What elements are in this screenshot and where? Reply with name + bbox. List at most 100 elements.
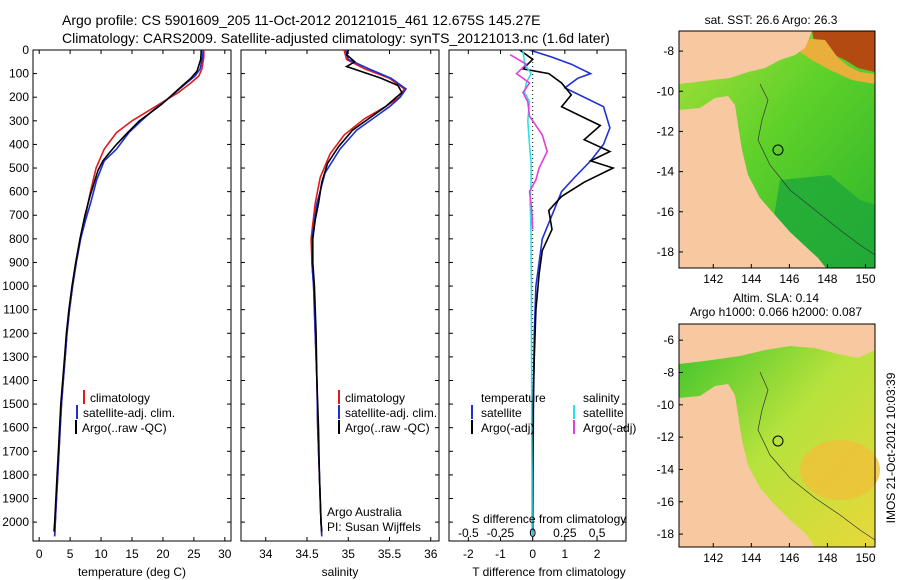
temperature-x-label: temperature (deg C) xyxy=(78,565,186,579)
series-line-argo-adj- xyxy=(519,50,616,532)
argo-float-marker xyxy=(772,144,784,156)
sla-map-subtitle-2: Argo h1000: 0.066 h2000: 0.087 xyxy=(690,305,862,319)
x-tick-label-s: 0.5 xyxy=(589,526,606,540)
difference-top-x-label: S difference from climatology xyxy=(472,512,627,526)
x-tick-label: 25 xyxy=(187,547,201,561)
y-tick-label: 1000 xyxy=(2,279,29,293)
difference-legend: temperature salinity satellite Argo(-adj… xyxy=(471,391,636,435)
y-tick-label: 1500 xyxy=(2,397,29,411)
difference-series xyxy=(509,50,616,537)
map-x-tick-label: 150 xyxy=(855,551,875,565)
legend-label-climatology: climatology xyxy=(90,391,150,405)
map-x-tick-label: 146 xyxy=(779,272,799,286)
sst-depth-contour xyxy=(757,83,876,256)
y-tick-label: 800 xyxy=(9,232,29,246)
salinity-difference-ticks: -0.5 -0.25 0 0.25 0.5 xyxy=(458,526,606,540)
map-y-tick-label: -8 xyxy=(663,365,674,379)
map-x-tick-label: 146 xyxy=(779,551,799,565)
sst-land-new-guinea xyxy=(679,31,812,84)
map-x-tick-label: 150 xyxy=(855,272,875,286)
x-tick-label: -1 xyxy=(495,547,506,561)
figure-title: Argo profile: CS 5901609_205 11-Oct-2012… xyxy=(62,12,540,28)
y-tick-label: 200 xyxy=(9,90,29,104)
argo-float-marker xyxy=(772,435,784,447)
y-tick-label: 400 xyxy=(9,137,29,151)
map-y-tick-label: -16 xyxy=(657,495,675,509)
series-line-argo-adj- xyxy=(509,54,549,230)
legend-label-argo: Argo(..raw -QC) xyxy=(82,421,167,435)
sst-land-cape-york xyxy=(679,96,826,268)
map-x-tick-label: 148 xyxy=(817,551,837,565)
figure-subtitle: Climatology: CARS2009. Satellite-adjuste… xyxy=(62,30,610,46)
x-tick-label: 1 xyxy=(562,547,569,561)
difference-x-label: T difference from climatology xyxy=(472,565,626,579)
series-line-argo-raw-qc- xyxy=(312,50,403,532)
y-tick-label: 1100 xyxy=(3,303,29,317)
sla-map xyxy=(678,323,880,548)
sst-map xyxy=(678,30,876,269)
x-tick-label-s: -0.25 xyxy=(487,526,515,540)
x-tick-label: -2 xyxy=(463,547,474,561)
x-tick-label-s: 0.25 xyxy=(553,526,577,540)
salinity-legend: climatology satellite-adj. clim. Argo(..… xyxy=(327,390,437,534)
map-y-tick-label: -18 xyxy=(657,527,675,541)
temperature-series xyxy=(53,50,205,537)
y-tick-label: 1300 xyxy=(2,350,29,364)
legend-label-satellite: satellite-adj. clim. xyxy=(345,406,437,420)
map-y-tick-label: -14 xyxy=(657,165,675,179)
map-y-tick-label: -16 xyxy=(657,205,675,219)
y-tick-label: 1800 xyxy=(2,468,29,482)
x-tick-label: 0 xyxy=(36,547,43,561)
map-x-tick-label: 142 xyxy=(703,272,723,286)
sla-high-patch xyxy=(800,440,880,500)
side-timestamp: IMOS 21-Oct-2012 10:03:39 xyxy=(884,372,898,523)
sla-map-frame xyxy=(678,323,876,548)
difference-x-axis: -2 -1 0 1 2 xyxy=(463,50,601,561)
map-y-tick-label: -10 xyxy=(657,398,675,412)
y-tick-label: 1600 xyxy=(2,421,29,435)
x-tick-label: 34.5 xyxy=(295,547,319,561)
y-tick-label: 1200 xyxy=(2,326,29,340)
credit-line-1: Argo Australia xyxy=(327,505,402,519)
depth-axis: 0 100 200 300 400 500 600 700 800 900 1000 1100 1200… xyxy=(2,43,626,529)
temperature-legend: climatology satellite-adj. clim. Argo(..… xyxy=(75,390,175,435)
y-tick-label: 700 xyxy=(9,208,29,222)
sst-map-frame xyxy=(678,30,876,269)
credit-line-2: PI: Susan Wijffels xyxy=(327,520,421,534)
legend-label-satellite-s: satellite xyxy=(583,406,624,420)
legend-label-argo: Argo(..raw -QC) xyxy=(345,421,430,435)
sla-map-axes: 142 144 146 148 150 -6 -8 -10 -12 -14 -16 -18 xyxy=(657,333,876,565)
map-x-tick-label: 144 xyxy=(741,551,761,565)
x-tick-label: 0 xyxy=(529,547,536,561)
map-y-tick-label: -10 xyxy=(657,84,675,98)
temperature-x-axis: 0 5 10 15 20 25 30 xyxy=(36,50,232,561)
y-tick-label: 500 xyxy=(9,161,29,175)
map-y-tick-label: -14 xyxy=(657,462,675,476)
x-tick-label: 36 xyxy=(424,547,438,561)
x-tick-label: 5 xyxy=(67,547,74,561)
map-x-tick-label: 142 xyxy=(703,551,723,565)
map-y-tick-label: -12 xyxy=(657,430,675,444)
x-tick-label: 20 xyxy=(156,547,170,561)
sst-map-title: sat. SST: 26.6 Argo: 26.3 xyxy=(705,13,838,27)
x-tick-label: 2 xyxy=(594,547,601,561)
legend-label-satellite-t: satellite xyxy=(481,406,522,420)
salinity-x-label: salinity xyxy=(322,565,359,579)
x-tick-label: 30 xyxy=(218,547,232,561)
salinity-panel-frame xyxy=(240,49,440,542)
legend-label-climatology: climatology xyxy=(345,391,405,405)
y-tick-label: 100 xyxy=(9,67,29,81)
y-tick-label: 1900 xyxy=(2,492,29,506)
x-tick-label-s: -0.5 xyxy=(458,526,479,540)
map-y-tick-label: -6 xyxy=(663,333,674,347)
y-tick-label: 1400 xyxy=(2,373,29,387)
map-y-tick-label: -8 xyxy=(663,44,674,58)
x-tick-label: 15 xyxy=(125,547,139,561)
sla-land-cape-york xyxy=(679,384,815,547)
sst-warm-patch xyxy=(812,31,875,72)
legend-header-temperature: temperature xyxy=(481,391,546,405)
x-tick-label: 34 xyxy=(259,547,273,561)
map-y-tick-label: -18 xyxy=(657,245,675,259)
salinity-x-axis: 34 34.5 35 35.5 36 xyxy=(259,50,438,561)
